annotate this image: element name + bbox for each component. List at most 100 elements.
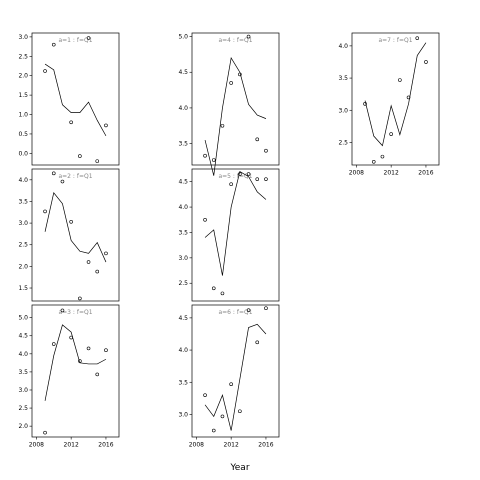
panel-label: a=1 : f=Q1 (58, 37, 92, 44)
y-tick-label: 3.5 (18, 369, 28, 376)
y-tick-label: 3.0 (18, 34, 28, 41)
x-tick-label: 2008 (349, 170, 364, 177)
data-point (229, 382, 233, 387)
data-point (43, 69, 47, 73)
y-tick-label: 1.5 (18, 285, 28, 292)
y-tick-label: 2.0 (18, 263, 28, 270)
data-point (43, 209, 47, 214)
data-point (95, 372, 100, 377)
data-point (211, 428, 216, 433)
data-point (389, 132, 393, 136)
y-tick-label: 2.5 (338, 139, 348, 146)
y-tick-label: 4.5 (178, 179, 188, 186)
data-point (424, 60, 428, 64)
panel-frame (191, 32, 280, 166)
data-point (363, 102, 367, 106)
y-tick-label: 0.0 (18, 150, 28, 157)
data-point (229, 81, 233, 85)
data-point (246, 34, 251, 39)
fit-line (44, 63, 107, 137)
panel: a=5 : f=Q1 2.5 3.0 3.5 4.0 4.5 (178, 168, 280, 302)
data-point (220, 291, 225, 296)
panel-frame (191, 304, 280, 438)
y-tick-label: 2.5 (18, 242, 28, 249)
panel: a=3 : f=Q1 2.0 2.5 3.0 3.5 4.0 4.5 5.0 2008 2012 2… (18, 304, 120, 449)
fit-line (204, 171, 267, 276)
data-point (264, 177, 268, 181)
panel-label: a=3 : f=Q1 (58, 309, 92, 316)
data-point (78, 154, 82, 158)
panel-label: a=2 : f=Q1 (58, 173, 92, 180)
data-point (51, 342, 56, 346)
fit-line (44, 192, 107, 263)
x-axis-title: Year (229, 463, 249, 473)
y-tick-label: 3.0 (178, 411, 188, 418)
y-tick-label: 0.5 (18, 131, 28, 138)
data-point (69, 220, 73, 224)
data-point (60, 308, 65, 313)
data-point (238, 409, 242, 414)
y-tick-label: 3.5 (178, 379, 188, 386)
y-tick-label: 1.5 (18, 92, 28, 99)
x-tick-label: 2016 (258, 442, 273, 449)
data-point (104, 123, 108, 128)
fit-line (364, 42, 427, 147)
data-point (104, 348, 108, 353)
x-tick-label: 2012 (64, 442, 79, 449)
y-tick-label: 3.5 (178, 141, 188, 148)
y-tick-label: 1.0 (18, 112, 28, 119)
data-point (371, 159, 376, 164)
data-point (203, 217, 207, 222)
data-point (203, 393, 207, 397)
panel: a=7 : f=Q1 2.5 3.0 3.5 4.0 2008 2012 2016 (338, 32, 440, 177)
data-point (69, 335, 73, 340)
y-tick-label: 4.0 (18, 351, 28, 358)
x-tick-label: 2008 (29, 442, 44, 449)
y-tick-label: 4.0 (18, 177, 28, 184)
fit-line (204, 323, 267, 431)
data-point (220, 123, 225, 128)
data-point (415, 36, 420, 40)
y-tick-label: 3.0 (338, 107, 348, 114)
data-point (246, 172, 251, 176)
y-tick-label: 5.0 (178, 34, 188, 41)
y-tick-label: 5.0 (18, 315, 28, 322)
data-point (51, 42, 56, 47)
x-tick-label: 2012 (384, 170, 399, 177)
data-point (220, 414, 225, 419)
data-point (238, 172, 242, 176)
y-tick-label: 2.5 (18, 405, 28, 412)
panel-label: a=6 : f=Q1 (218, 309, 252, 316)
data-point (238, 72, 242, 77)
y-tick-label: 2.0 (18, 73, 28, 80)
chart-panels: a=1 : f=Q1 0.0 0.5 1.0 1.5 2.0 2.5 3.0 a=4 : f=Q… (18, 32, 440, 449)
y-tick-label: 3.0 (18, 387, 28, 394)
data-point (211, 286, 216, 291)
y-tick-label: 4.0 (178, 347, 188, 354)
fit-line (44, 324, 107, 401)
y-tick-label: 2.5 (178, 280, 188, 287)
data-point (255, 137, 260, 142)
x-tick-label: 2016 (98, 442, 113, 449)
data-point (104, 251, 108, 256)
panel-frame (351, 32, 440, 166)
panel-label: a=4 : f=Q1 (218, 37, 252, 44)
data-point (255, 177, 260, 181)
panel: a=6 : f=Q1 3.0 3.5 4.0 4.5 2008 2012 2016 (178, 304, 280, 449)
panel: a=1 : f=Q1 0.0 0.5 1.0 1.5 2.0 2.5 3.0 (18, 32, 120, 166)
panel-label: a=5 : f=Q1 (218, 173, 252, 180)
data-point (264, 148, 268, 153)
panel: a=2 : f=Q1 1.5 2.0 2.5 3.0 3.5 4.0 (18, 168, 120, 302)
y-tick-label: 3.0 (18, 220, 28, 227)
y-tick-label: 2.0 (18, 423, 28, 430)
data-point (78, 359, 82, 363)
data-point (95, 269, 100, 274)
y-tick-label: 3.5 (338, 75, 348, 82)
x-tick-label: 2008 (189, 442, 204, 449)
y-tick-label: 4.5 (18, 333, 28, 340)
y-tick-label: 4.0 (178, 105, 188, 112)
data-point (95, 159, 100, 163)
y-tick-label: 4.5 (178, 69, 188, 76)
data-point (211, 158, 216, 162)
panel: a=4 : f=Q1 3.5 4.0 4.5 5.0 (178, 32, 280, 176)
